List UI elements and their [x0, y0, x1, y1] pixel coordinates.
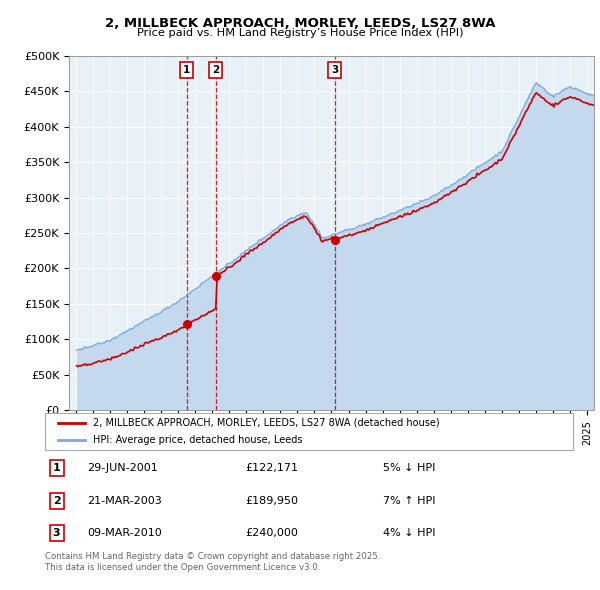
Text: 21-MAR-2003: 21-MAR-2003: [87, 496, 162, 506]
Text: 09-MAR-2010: 09-MAR-2010: [87, 528, 162, 538]
Text: 2: 2: [53, 496, 61, 506]
Text: 2: 2: [212, 65, 220, 75]
Text: 3: 3: [53, 528, 61, 538]
Text: 4% ↓ HPI: 4% ↓ HPI: [383, 528, 436, 538]
Text: 1: 1: [183, 65, 190, 75]
Text: 2, MILLBECK APPROACH, MORLEY, LEEDS, LS27 8WA: 2, MILLBECK APPROACH, MORLEY, LEEDS, LS2…: [105, 17, 495, 30]
Text: HPI: Average price, detached house, Leeds: HPI: Average price, detached house, Leed…: [92, 435, 302, 445]
Text: Contains HM Land Registry data © Crown copyright and database right 2025.
This d: Contains HM Land Registry data © Crown c…: [45, 552, 380, 572]
Text: £122,171: £122,171: [245, 463, 299, 473]
Text: 5% ↓ HPI: 5% ↓ HPI: [383, 463, 435, 473]
Text: £189,950: £189,950: [245, 496, 299, 506]
Text: 3: 3: [331, 65, 338, 75]
Text: 1: 1: [53, 463, 61, 473]
Text: Price paid vs. HM Land Registry’s House Price Index (HPI): Price paid vs. HM Land Registry’s House …: [137, 28, 463, 38]
Text: £240,000: £240,000: [245, 528, 299, 538]
Text: 7% ↑ HPI: 7% ↑ HPI: [383, 496, 436, 506]
Text: 2, MILLBECK APPROACH, MORLEY, LEEDS, LS27 8WA (detached house): 2, MILLBECK APPROACH, MORLEY, LEEDS, LS2…: [92, 418, 439, 428]
Text: 29-JUN-2001: 29-JUN-2001: [87, 463, 158, 473]
